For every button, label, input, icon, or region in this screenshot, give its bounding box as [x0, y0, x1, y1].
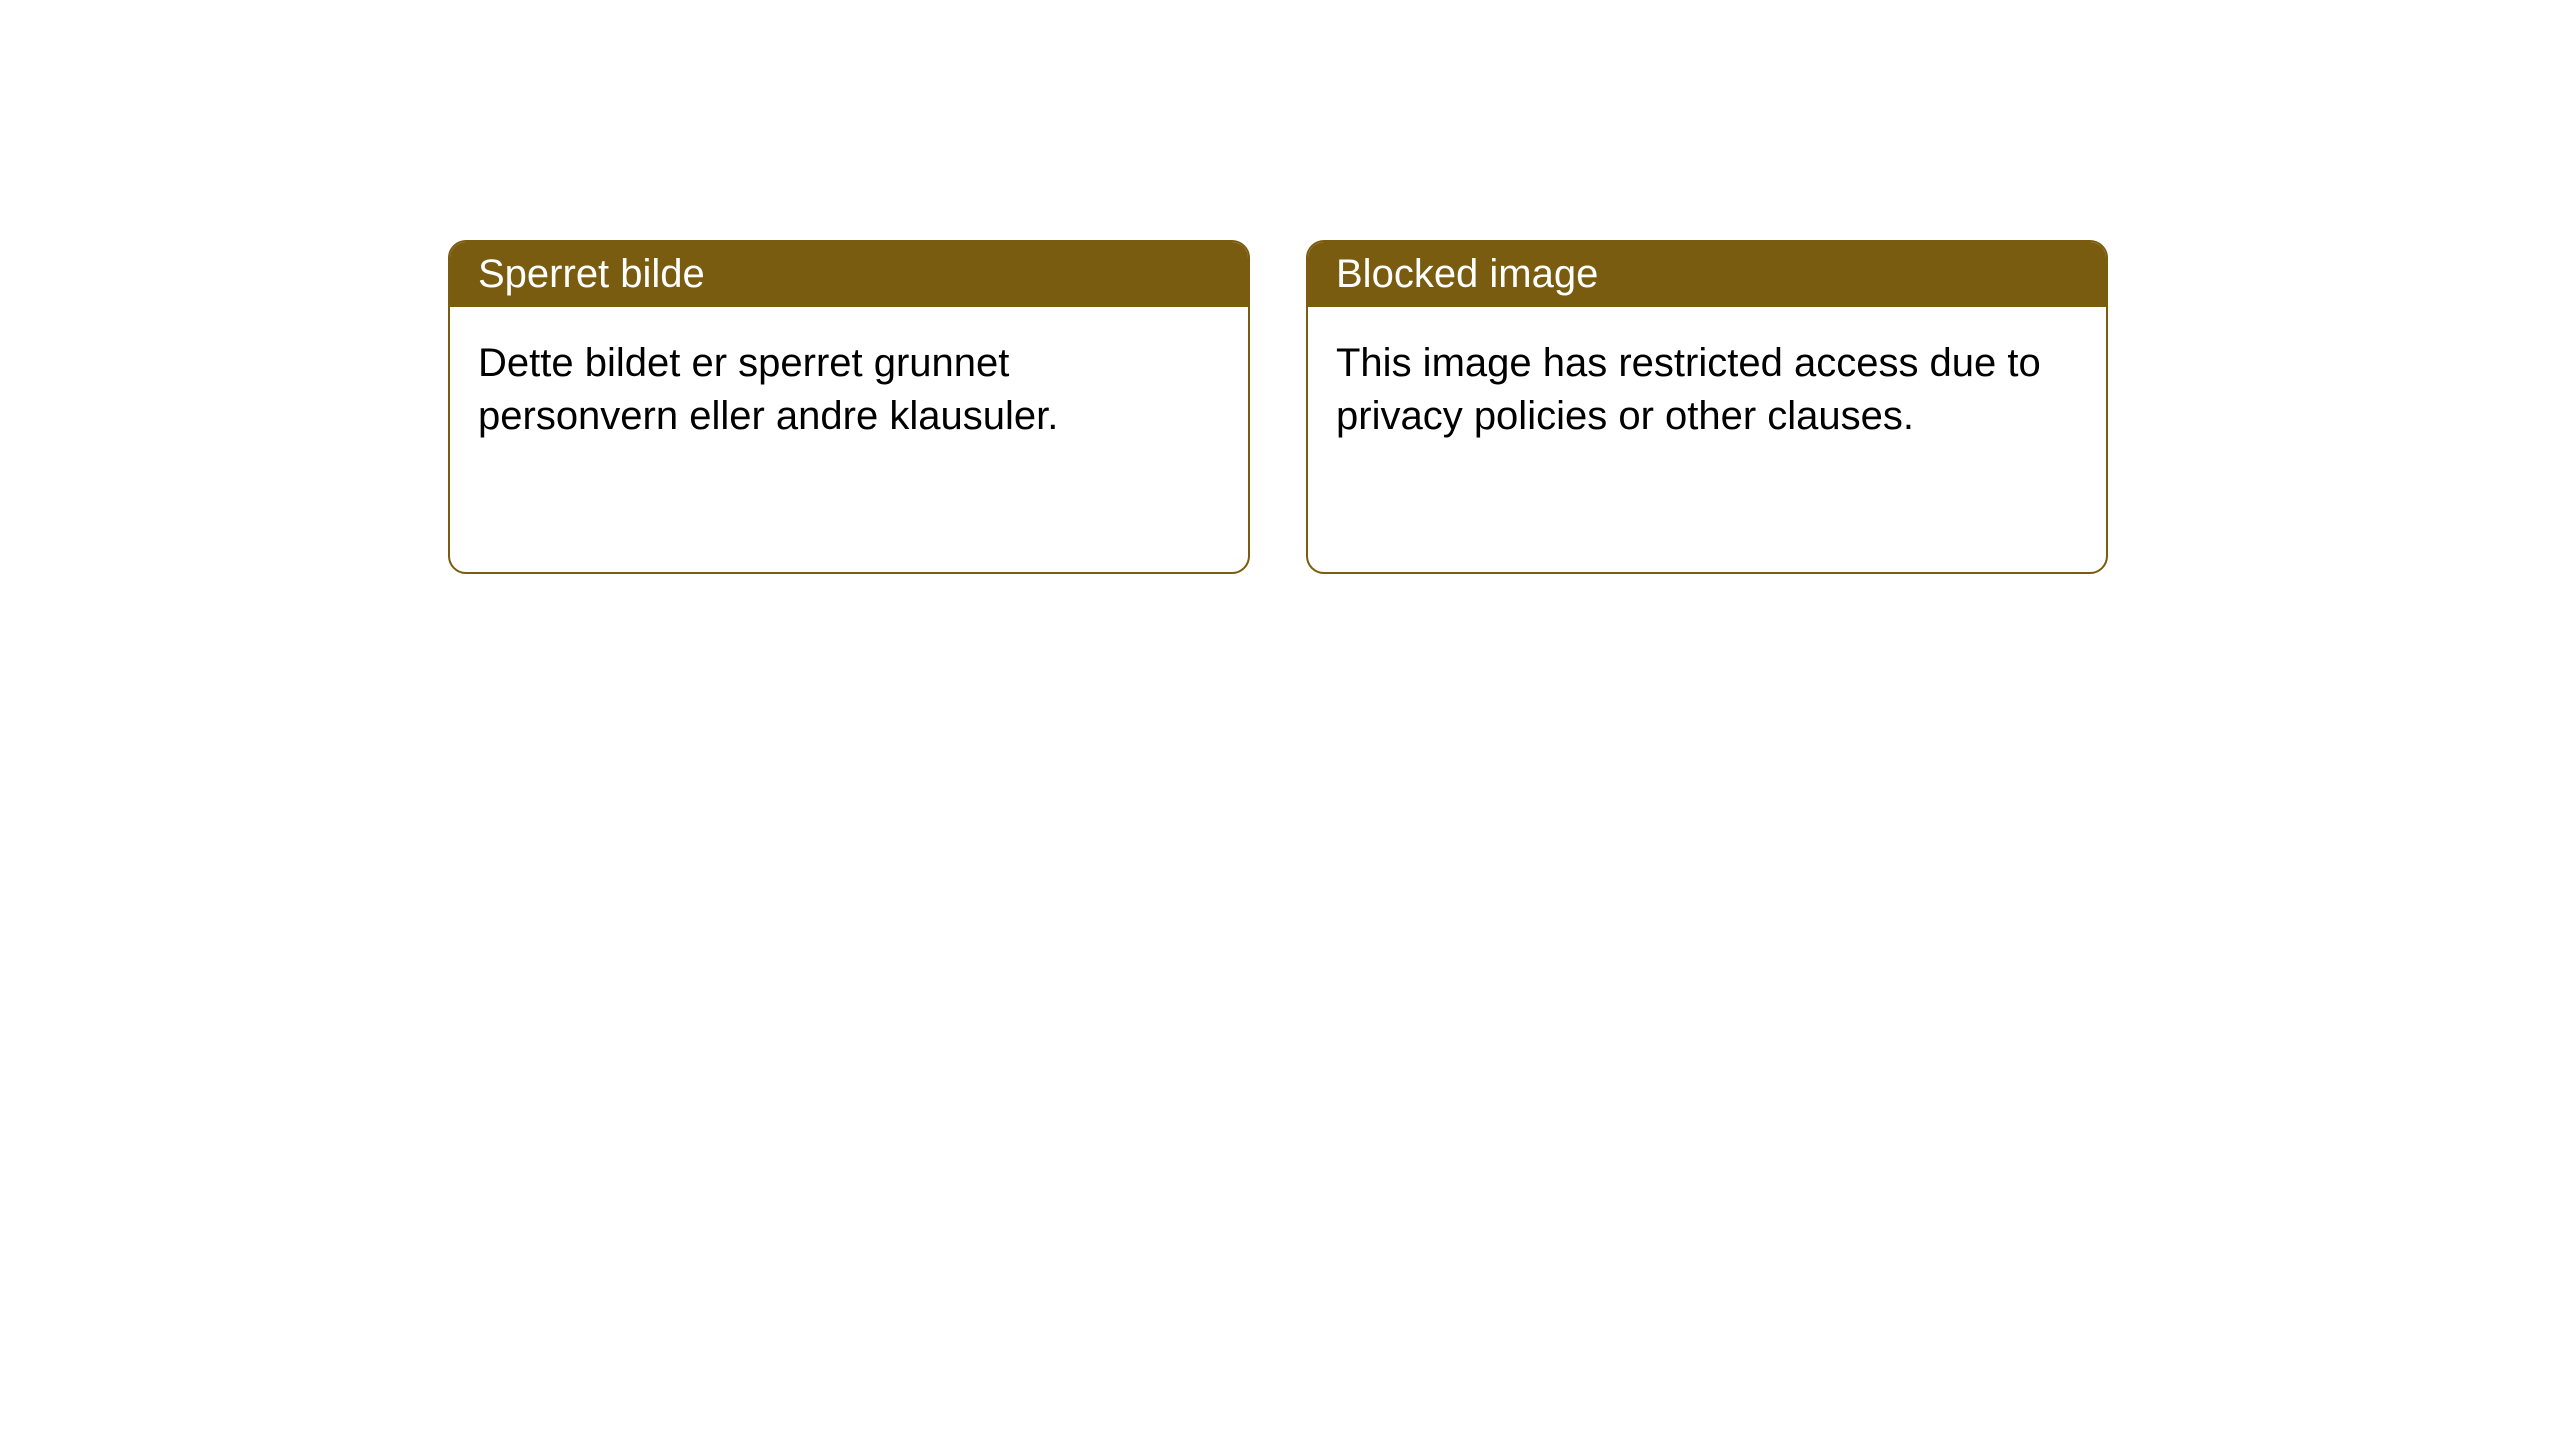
notice-card-en-title: Blocked image — [1308, 242, 2106, 307]
notice-card-nb: Sperret bilde Dette bildet er sperret gr… — [448, 240, 1250, 574]
notice-card-en-body: This image has restricted access due to … — [1308, 307, 2106, 473]
notice-card-nb-body: Dette bildet er sperret grunnet personve… — [450, 307, 1248, 473]
notice-card-en: Blocked image This image has restricted … — [1306, 240, 2108, 574]
notice-card-nb-title: Sperret bilde — [450, 242, 1248, 307]
notice-cards-container: Sperret bilde Dette bildet er sperret gr… — [448, 240, 2560, 574]
